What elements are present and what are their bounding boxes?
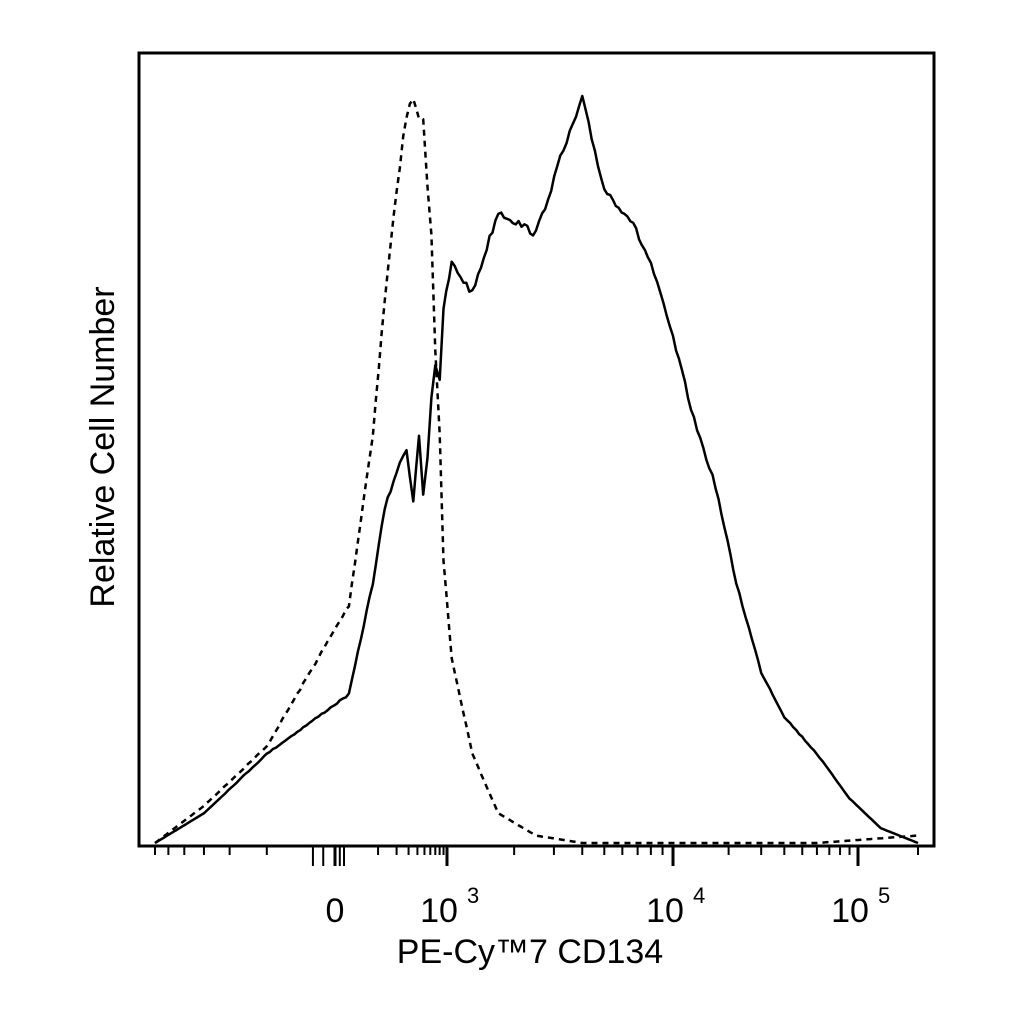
x-tick-labels: 0 10 3 10 4 10 5 [326,883,891,930]
x-tick-label-3: 10 [831,892,869,930]
x-tick-label-1: 10 [420,892,458,930]
x-minor-ticks [154,846,919,866]
series-layer [154,94,919,845]
x-axis-label: PE-Cy™7 CD134 [397,933,663,971]
x-major-ticks [333,846,860,866]
x-tick-label-2: 10 [646,892,684,930]
series-line-1-solid [154,94,919,845]
series-line-0-dashed [154,97,919,845]
y-axis-label: Relative Cell Number [84,286,122,607]
x-tick-label-exp-3: 5 [878,883,890,908]
x-tick-label-0: 0 [326,892,345,930]
plot-frame [137,51,936,848]
x-tick-label-exp-2: 4 [693,883,705,908]
x-tick-label-exp-1: 3 [467,883,479,908]
